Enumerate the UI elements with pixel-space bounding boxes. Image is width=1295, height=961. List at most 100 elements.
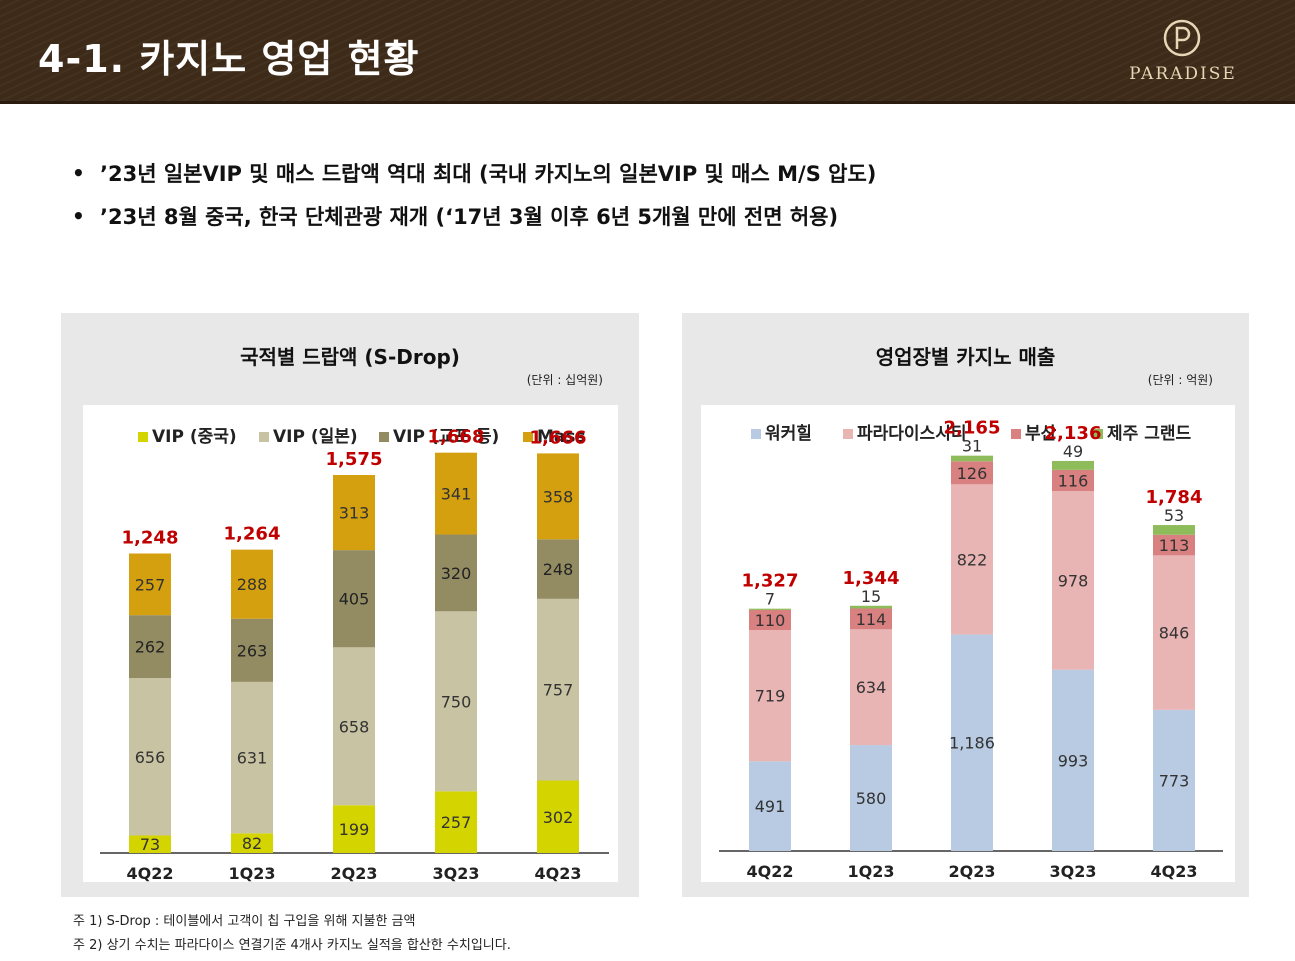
total-label: 2,165 xyxy=(944,418,1001,439)
legend-label: 부산 xyxy=(1025,424,1057,444)
bar-segment xyxy=(129,615,171,679)
summary-bullet: • ’23년 8월 중국, 한국 단체관광 재개 (‘17년 3월 이후 6년 … xyxy=(72,201,876,231)
bar-segment xyxy=(1153,525,1195,535)
bullet-text: ’23년 8월 중국, 한국 단체관광 재개 (‘17년 3월 이후 6년 5개… xyxy=(100,205,839,229)
legend-swatch xyxy=(523,432,533,442)
data-label: 248 xyxy=(543,560,574,579)
paradise-logo: PARADISE xyxy=(1118,18,1248,88)
bar-segment xyxy=(749,609,791,631)
legend-label: 제주 그랜드 xyxy=(1107,424,1191,444)
casino-revenue-chart: 워커힐 파라다이스시티 부산 제주 그랜드 491 719 110 71,327 4Q22 580… xyxy=(719,418,1223,881)
bar-segment xyxy=(1052,469,1094,492)
legend-swatch xyxy=(751,429,761,439)
data-label: 580 xyxy=(856,789,887,808)
data-label: 773 xyxy=(1159,771,1190,790)
total-label: 1,575 xyxy=(326,449,383,470)
footnotes: 주 1) S-Drop : 테이블에서 고객이 칩 구입을 위해 지불한 금액 … xyxy=(73,910,511,958)
x-tick-label: 2Q23 xyxy=(331,864,378,882)
total-label: 1,344 xyxy=(843,568,900,589)
total-label: 1,327 xyxy=(742,571,799,592)
data-label: 257 xyxy=(135,575,166,594)
bullet-dot-icon: • xyxy=(72,204,85,228)
bar-segment xyxy=(537,453,579,540)
x-tick-label: 1Q23 xyxy=(229,864,276,882)
bar-segment xyxy=(537,780,579,853)
legend-label: Mass xyxy=(537,427,586,447)
drop-by-nationality-panel: 국적별 드랍액 (S-Drop) (단위 : 십억원) VIP (중국) VIP … xyxy=(61,313,639,897)
summary-bullets: • ’23년 일본VIP 및 매스 드랍액 역대 최대 (국내 카지노의 일본V… xyxy=(72,158,876,244)
data-label: 263 xyxy=(237,641,268,660)
x-tick-label: 4Q22 xyxy=(747,862,794,881)
panel-title: 국적별 드랍액 (S-Drop) xyxy=(240,345,460,369)
bar-segment xyxy=(1052,491,1094,670)
data-label: 341 xyxy=(441,485,472,504)
legend-swatch xyxy=(1093,429,1103,439)
bar-segment xyxy=(435,791,477,853)
bar-segment xyxy=(951,634,993,851)
data-label: 719 xyxy=(755,687,786,706)
total-label: 1,668 xyxy=(428,427,485,448)
data-label: 846 xyxy=(1159,624,1190,643)
bar-segment xyxy=(435,534,477,612)
legend-swatch xyxy=(843,429,853,439)
x-tick-label: 4Q23 xyxy=(1151,862,1198,881)
data-label: 262 xyxy=(135,638,166,657)
data-label: 757 xyxy=(543,681,574,700)
bar-segment xyxy=(435,452,477,535)
footnote: 주 2) 상기 수치는 파라다이스 연결기준 4개사 카지노 실적을 합산한 수… xyxy=(73,938,511,953)
data-label: 7 xyxy=(765,590,775,609)
data-label: 993 xyxy=(1058,751,1089,770)
total-label: 1,784 xyxy=(1146,487,1203,508)
legend-swatch xyxy=(138,432,148,442)
x-tick-label: 2Q23 xyxy=(949,862,996,881)
bar-segment xyxy=(231,618,273,682)
bar-segment xyxy=(537,539,579,599)
legend-label: VIP (교포 등) xyxy=(393,427,499,447)
data-label: 631 xyxy=(237,749,268,768)
bullet-text: ’23년 일본VIP 및 매스 드랍액 역대 최대 (국내 카지노의 일본VIP… xyxy=(100,162,877,186)
bar-segment xyxy=(1052,669,1094,851)
bar-segment xyxy=(951,484,993,635)
paradise-logo-icon xyxy=(1163,19,1201,57)
casino-revenue-panel: 영업장별 카지노 매출 (단위 : 억원) 워커힐 파라다이스시티 부산 제주 그랜드… xyxy=(682,313,1249,897)
bar-segment xyxy=(333,475,375,551)
bar-segment xyxy=(231,833,273,853)
data-label: 750 xyxy=(441,692,472,711)
summary-bullet: • ’23년 일본VIP 및 매스 드랍액 역대 최대 (국내 카지노의 일본V… xyxy=(72,158,876,188)
bar-segment xyxy=(850,745,892,851)
data-label: 1,186 xyxy=(949,734,995,753)
data-label: 978 xyxy=(1058,571,1089,590)
chart-area: 워커힐 파라다이스시티 부산 제주 그랜드 491 719 110 7 1,327 4Q22 580… xyxy=(701,405,1235,882)
bar-segment xyxy=(951,461,993,485)
bar-segment xyxy=(129,553,171,616)
bar-segment xyxy=(1153,709,1195,851)
bar-segment xyxy=(333,647,375,806)
total-label: 2,136 xyxy=(1045,423,1102,444)
data-label: 257 xyxy=(441,813,472,832)
data-label: 199 xyxy=(339,820,370,839)
data-label: 116 xyxy=(1058,471,1089,490)
data-label: 15 xyxy=(861,587,881,606)
bar-segment xyxy=(749,608,791,610)
bar-segment xyxy=(850,629,892,746)
bar-segment xyxy=(850,608,892,630)
bar-segment xyxy=(850,605,892,609)
bar-segment xyxy=(749,761,791,851)
panel-title: 영업장별 카지노 매출 xyxy=(875,345,1056,369)
bar-segment xyxy=(1153,534,1195,556)
bar-segment xyxy=(231,681,273,834)
bar-segment xyxy=(1052,460,1094,470)
data-label: 302 xyxy=(543,808,574,827)
data-label: 634 xyxy=(856,678,887,697)
legend-label: VIP (일본) xyxy=(273,427,358,447)
total-label: 1,264 xyxy=(224,524,281,545)
x-tick-label: 1Q23 xyxy=(848,862,895,881)
bar-segment xyxy=(435,611,477,792)
data-label: 113 xyxy=(1159,536,1190,555)
bar-segment xyxy=(951,455,993,462)
bar-segment xyxy=(537,598,579,781)
bar-segment xyxy=(749,630,791,762)
page-title: 4-1. 카지노 영업 현황 xyxy=(38,37,420,81)
logo-text: PARADISE xyxy=(1129,64,1237,84)
bar-segment xyxy=(1153,555,1195,710)
